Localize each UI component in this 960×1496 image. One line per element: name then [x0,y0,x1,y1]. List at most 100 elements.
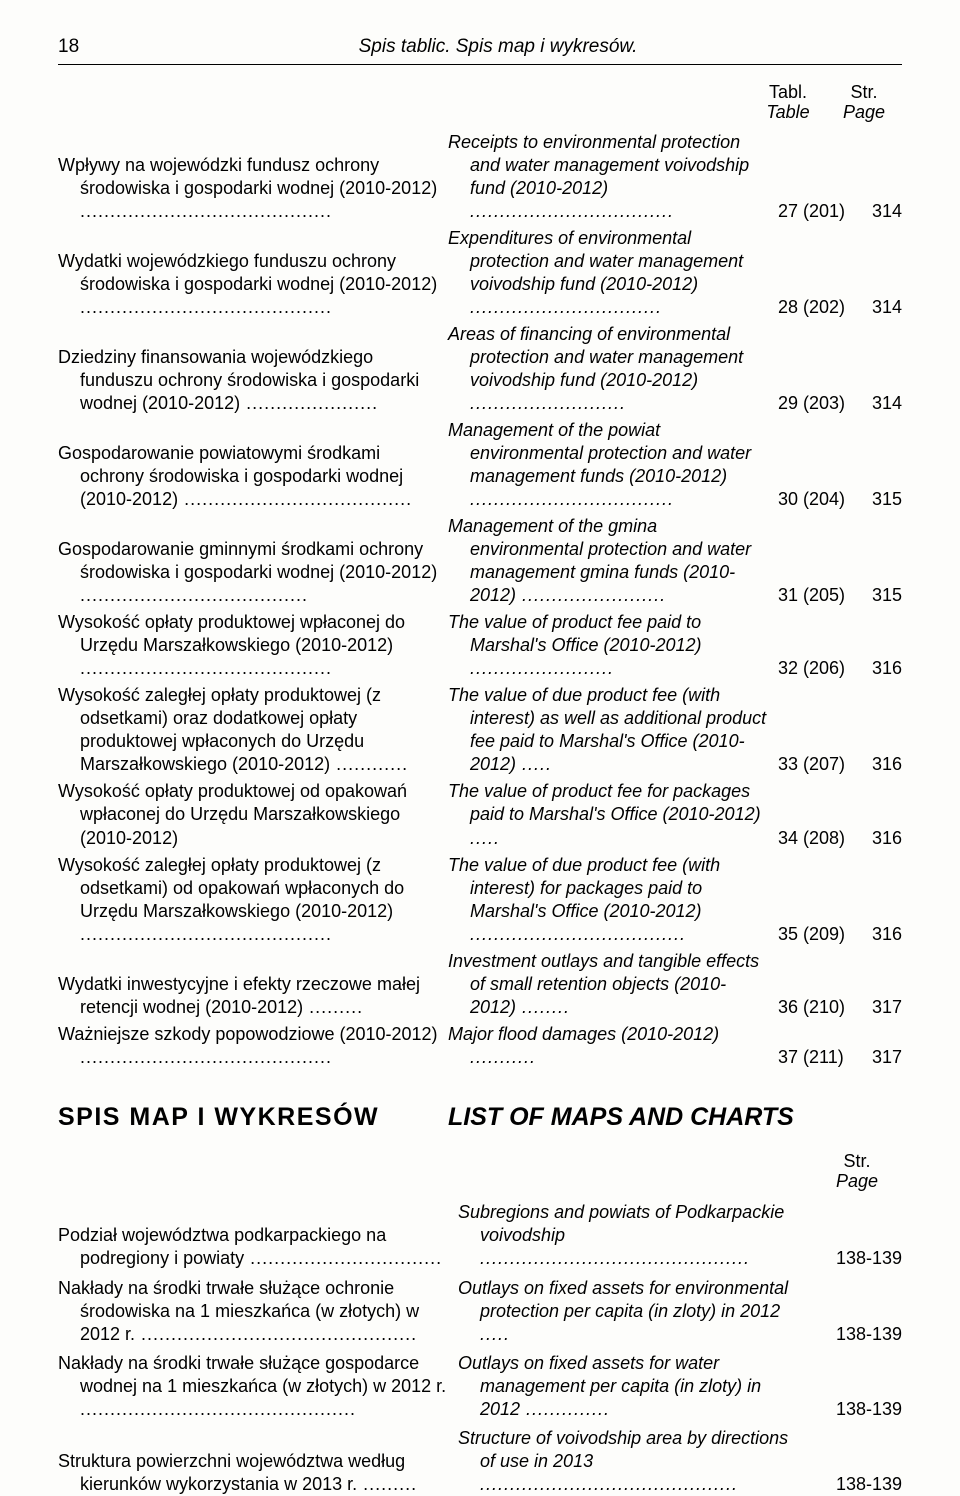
toc-tabl-cell: 32 (206) [776,657,858,680]
leader-dots: ...................................... [178,489,412,509]
col-header-tabl-top: Tabl. [750,83,826,103]
leader-dots: ..... [516,754,552,774]
toc2-right-text: Outlays on fixed assets for environmenta… [458,1278,788,1321]
toc-right-cell: Investment outlays and tangible effects … [448,950,776,1019]
toc-tabl-cell: 37 (211) [776,1046,858,1069]
col-header-str: Str. [826,83,902,103]
toc-tabl-cell: 33 (207) [776,753,858,776]
toc-row: Wysokość opłaty produktowej od opakowań … [58,780,902,849]
section-title-left: SPIS MAP I WYKRESÓW [58,1103,448,1132]
toc-row: Gospodarowanie gminnymi środkami ochrony… [58,515,902,607]
toc-right-text: Management of the powiat environmental p… [448,420,751,486]
toc2-row: Nakłady na środki trwałe służące ochroni… [58,1277,902,1346]
toc-left-cell: Wydatki inwestycyjne i efekty rzeczowe m… [58,973,448,1019]
leader-dots: ........ [516,997,570,1017]
toc-right-cell: Management of the gmina environmental pr… [448,515,776,607]
leader-dots: ............ [330,754,408,774]
leader-dots: .......................... [470,393,626,413]
toc-page-cell: 316 [858,753,902,776]
toc-right-cell: Expenditures of environmental protection… [448,227,776,319]
toc2-right-cell: Outlays on fixed assets for environmenta… [458,1277,812,1346]
column-headers-2: Str. Page [58,1152,902,1192]
toc-left-cell: Ważniejsze szkody popowodziowe (2010-201… [58,1023,448,1069]
col-header-page: Str. Page [826,83,902,123]
toc-page-cell: 317 [858,1046,902,1069]
toc2-right-text: Structure of voivodship area by directio… [458,1428,788,1471]
section-heading-row: SPIS MAP I WYKRESÓW LIST OF MAPS AND CHA… [58,1103,902,1132]
toc-left-text: Gospodarowanie gminnymi środkami ochrony… [58,539,437,582]
toc-right-text: The value of product fee paid to Marshal… [448,612,702,655]
leader-dots: ...................... [240,393,378,413]
toc-left-cell: Wysokość opłaty produktowej wpłaconej do… [58,611,448,680]
toc2-page-cell: 138-139 [812,1247,902,1270]
leader-dots: ........................................… [480,1248,750,1268]
page-number: 18 [58,36,94,58]
leader-dots: ..... [470,828,500,848]
toc2-right-text: Subregions and powiats of Podkarpackie v… [458,1202,784,1245]
col-header-page-en: Page [826,103,902,123]
column-headers: Tabl. Table Str. Page [58,83,902,123]
toc-tabl-cell: 28 (202) [776,296,858,319]
leader-dots: .............. [520,1399,610,1419]
toc2-row: Podział województwa podkarpackiego na po… [58,1201,902,1270]
toc-right-cell: The value of product fee for packages pa… [448,780,776,849]
toc2-right-cell: Outlays on fixed assets for water manage… [458,1352,812,1421]
toc-tabl-cell: 27 (201) [776,200,858,223]
leader-dots: ................................ [244,1248,442,1268]
col-header-page-2: Str. Page [812,1152,902,1192]
toc-left-cell: Wydatki wojewódzkiego funduszu ochrony ś… [58,250,448,319]
toc-row: Wydatki wojewódzkiego funduszu ochrony ś… [58,227,902,319]
toc-right-cell: The value of due product fee (with inter… [448,684,776,776]
page-header: 18 Spis tablic. Spis map i wykresów. [58,36,902,58]
toc-row: Wysokość opłaty produktowej wpłaconej do… [58,611,902,680]
toc-page-cell: 314 [858,392,902,415]
toc-right-cell: Areas of financing of environmental prot… [448,323,776,415]
toc-right-text: Areas of financing of environmental prot… [448,324,743,390]
leader-dots: ........................ [516,585,666,605]
toc-left-cell: Wysokość zaległej opłaty produktowej (z … [58,684,448,776]
toc2-left-text: Struktura powierzchni województwa według… [58,1451,405,1494]
leader-dots: ........................................… [80,201,332,221]
toc2-left-cell: Nakłady na środki trwałe służące gospoda… [58,1352,458,1421]
leader-dots: ..... [480,1324,510,1344]
leader-dots: ................................ [470,297,662,317]
leader-dots: ........................................… [80,1399,356,1419]
leader-dots: ........... [470,1047,536,1067]
toc-right-text: The value of due product fee (with inter… [448,685,766,774]
col-header-page-en-2: Page [812,1172,902,1192]
toc-page-cell: 317 [858,996,902,1019]
toc-right-cell: Receipts to environmental protection and… [448,131,776,223]
leader-dots: .................................... [470,924,686,944]
toc-right-cell: The value of due product fee (with inter… [448,854,776,946]
toc-page-cell: 314 [858,296,902,319]
toc-tabl-cell: 34 (208) [776,827,858,850]
toc-left-cell: Wysokość opłaty produktowej od opakowań … [58,780,448,849]
toc2-row: Struktura powierzchni województwa według… [58,1427,902,1496]
toc-tabl-cell: 35 (209) [776,923,858,946]
toc-right-text: Receipts to environmental protection and… [448,132,749,198]
toc-left-text: Wysokość opłaty produktowej od opakowań … [58,781,407,847]
col-header-tabl-bottom: Table [750,103,826,123]
toc-page-cell: 314 [858,200,902,223]
leader-dots: ......... [357,1474,417,1494]
toc2-page-cell: 138-139 [812,1323,902,1346]
toc-row: Wysokość zaległej opłaty produktowej (z … [58,854,902,946]
toc2-right-cell: Subregions and powiats of Podkarpackie v… [458,1201,812,1270]
toc2-page-cell: 138-139 [812,1473,902,1496]
toc-left-cell: Dziedziny finansowania wojewódzkiego fun… [58,346,448,415]
toc-right-text: Expenditures of environmental protection… [448,228,743,294]
toc-row: Wysokość zaległej opłaty produktowej (z … [58,684,902,776]
toc-right-cell: The value of product fee paid to Marshal… [448,611,776,680]
toc-row: Wpływy na wojewódzki fundusz ochrony śro… [58,131,902,223]
toc2-left-cell: Nakłady na środki trwałe służące ochroni… [58,1277,458,1346]
toc-tabl-cell: 36 (210) [776,996,858,1019]
toc-left-text: Wpływy na wojewódzki fundusz ochrony śro… [58,155,437,198]
toc-row: Wydatki inwestycyjne i efekty rzeczowe m… [58,950,902,1019]
leader-dots: ......... [303,997,363,1017]
leader-dots: ........................................… [80,658,332,678]
leader-dots: ........................................… [135,1324,417,1344]
toc-page-cell: 316 [858,827,902,850]
toc-left-cell: Gospodarowanie powiatowymi środkami ochr… [58,442,448,511]
toc-page-cell: 316 [858,657,902,680]
leader-dots: ...................................... [80,585,308,605]
